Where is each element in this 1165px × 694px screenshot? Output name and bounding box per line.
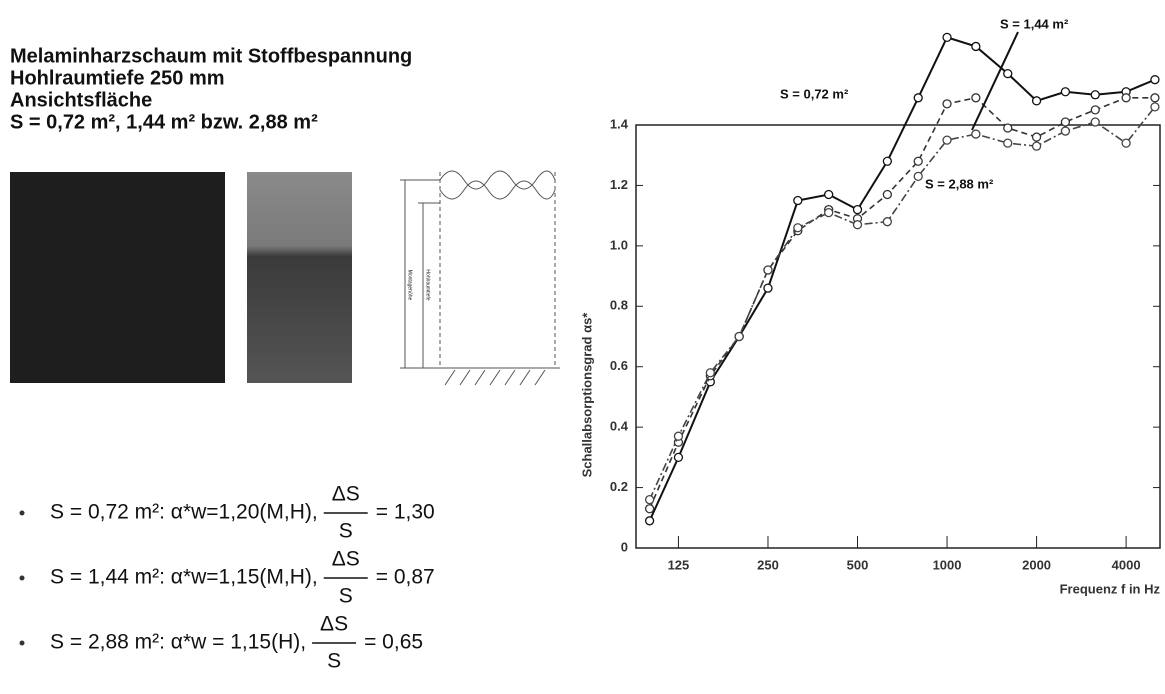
- bullet-dot: [19, 575, 25, 581]
- data-point: [1090, 117, 1100, 127]
- y-tick-label: 0.8: [610, 298, 628, 313]
- fraction-numerator: ΔS: [320, 613, 348, 636]
- fraction-numerator: ΔS: [332, 548, 360, 571]
- y-tick-label: 1.0: [610, 237, 628, 252]
- data-point: [1150, 75, 1160, 85]
- y-axis-label: Schallabsorptionsgrad αs*: [579, 312, 594, 478]
- x-tick-label: 4000: [1112, 557, 1141, 572]
- data-point: [1121, 93, 1131, 103]
- data-point: [705, 368, 715, 378]
- fraction-result: = 0,87: [376, 566, 435, 589]
- data-point: [1150, 93, 1160, 103]
- fraction-denominator: S: [339, 520, 353, 543]
- data-point: [1003, 138, 1013, 148]
- data-point: [971, 41, 981, 52]
- series-line: [648, 36, 1156, 522]
- x-tick-label: 1000: [933, 557, 962, 572]
- data-point: [942, 32, 952, 43]
- bullet-text: S = 2,88 m²: α*w = 1,15(H),: [50, 631, 306, 654]
- diagram-label: Hohlraumtiefe: [425, 269, 431, 300]
- photo-side: [247, 172, 352, 383]
- data-point: [882, 156, 893, 166]
- bullet-text: S = 0,72 m²: α*w=1,20(M,H),: [50, 501, 318, 524]
- y-tick-label: 0.4: [610, 419, 629, 434]
- data-point: [1031, 96, 1042, 106]
- fraction-numerator: ΔS: [332, 483, 360, 506]
- data-point: [1150, 102, 1160, 112]
- series-label: S = 2,88 m²: [925, 176, 994, 191]
- y-tick-label: 0.2: [610, 479, 628, 494]
- data-point: [1090, 105, 1100, 115]
- data-point: [913, 171, 923, 182]
- data-point: [824, 207, 834, 218]
- data-point: [1003, 68, 1013, 79]
- data-point: [644, 504, 655, 514]
- x-tick-label: 250: [757, 557, 779, 572]
- fraction-result: = 0,65: [364, 631, 423, 654]
- title-line: Melaminharzschaum mit Stoffbespannung: [10, 45, 412, 67]
- data-point: [971, 93, 981, 103]
- x-axis-label: Frequenz f in Hz: [1060, 581, 1161, 596]
- bullet-text: S = 1,44 m²: α*w=1,15(M,H),: [50, 566, 318, 589]
- x-tick-label: 125: [668, 557, 690, 572]
- fraction-denominator: S: [339, 585, 353, 608]
- plot-frame: [635, 124, 1161, 549]
- title-line: Hohlraumtiefe 250 mm: [10, 67, 225, 89]
- data-point: [673, 452, 684, 463]
- x-tick-label: 500: [847, 557, 869, 572]
- data-point: [1031, 132, 1042, 142]
- series-line: [648, 106, 1156, 500]
- title-line: Ansichtsfläche: [10, 89, 152, 111]
- bullet-dot: [19, 510, 25, 516]
- bullet-list: S = 0,72 m²: α*w=1,20(M,H), ΔS S = 1,30 S = …: [19, 483, 435, 673]
- data-point: [763, 265, 773, 275]
- data-point: [1003, 123, 1013, 133]
- chart: 0 0.2 0.4 0.6 0.8 1.0 1.2 1.4 125 250 500 1000 2000 4…: [579, 16, 1161, 596]
- y-tick-label: 1.4: [610, 116, 629, 131]
- data-point: [1060, 117, 1071, 127]
- data-point: [942, 135, 952, 145]
- photo-front: [10, 172, 225, 383]
- data-point: [971, 129, 981, 139]
- data-point: [882, 189, 893, 200]
- data-point: [673, 431, 684, 441]
- diagram-label: Montagehöhe: [407, 270, 413, 301]
- y-tick-label: 0.6: [610, 358, 628, 373]
- data-point: [1121, 138, 1131, 148]
- data-point: [763, 283, 773, 293]
- fraction-result: = 1,30: [376, 501, 435, 524]
- y-tick-label: 0: [621, 539, 628, 554]
- series-line: [648, 96, 1155, 510]
- data-point: [1090, 90, 1100, 100]
- data-point: [852, 220, 863, 230]
- section-diagram: [400, 170, 560, 386]
- data-point: [1060, 87, 1071, 97]
- bullet-dot: [19, 640, 25, 646]
- data-point: [1031, 141, 1042, 151]
- x-tick-label: 2000: [1022, 557, 1051, 572]
- series-label: S = 1,44 m²: [1000, 16, 1069, 31]
- data-point: [913, 93, 923, 103]
- data-point: [852, 204, 863, 215]
- data-point: [824, 189, 834, 200]
- series-label: S = 0,72 m²: [780, 86, 849, 101]
- data-point: [734, 331, 744, 342]
- data-point: [1060, 126, 1071, 136]
- data-point: [644, 516, 655, 526]
- data-point: [913, 156, 923, 166]
- data-point: [793, 223, 803, 233]
- title-line: S = 0,72 m², 1,44 m² bzw. 2,88 m²: [10, 111, 318, 133]
- y-tick-label: 1.2: [610, 177, 628, 192]
- data-point: [882, 217, 893, 227]
- data-point: [793, 195, 803, 206]
- leader-line: [971, 31, 1019, 131]
- fraction-denominator: S: [327, 650, 341, 673]
- data-point: [644, 495, 655, 505]
- data-point: [942, 99, 952, 109]
